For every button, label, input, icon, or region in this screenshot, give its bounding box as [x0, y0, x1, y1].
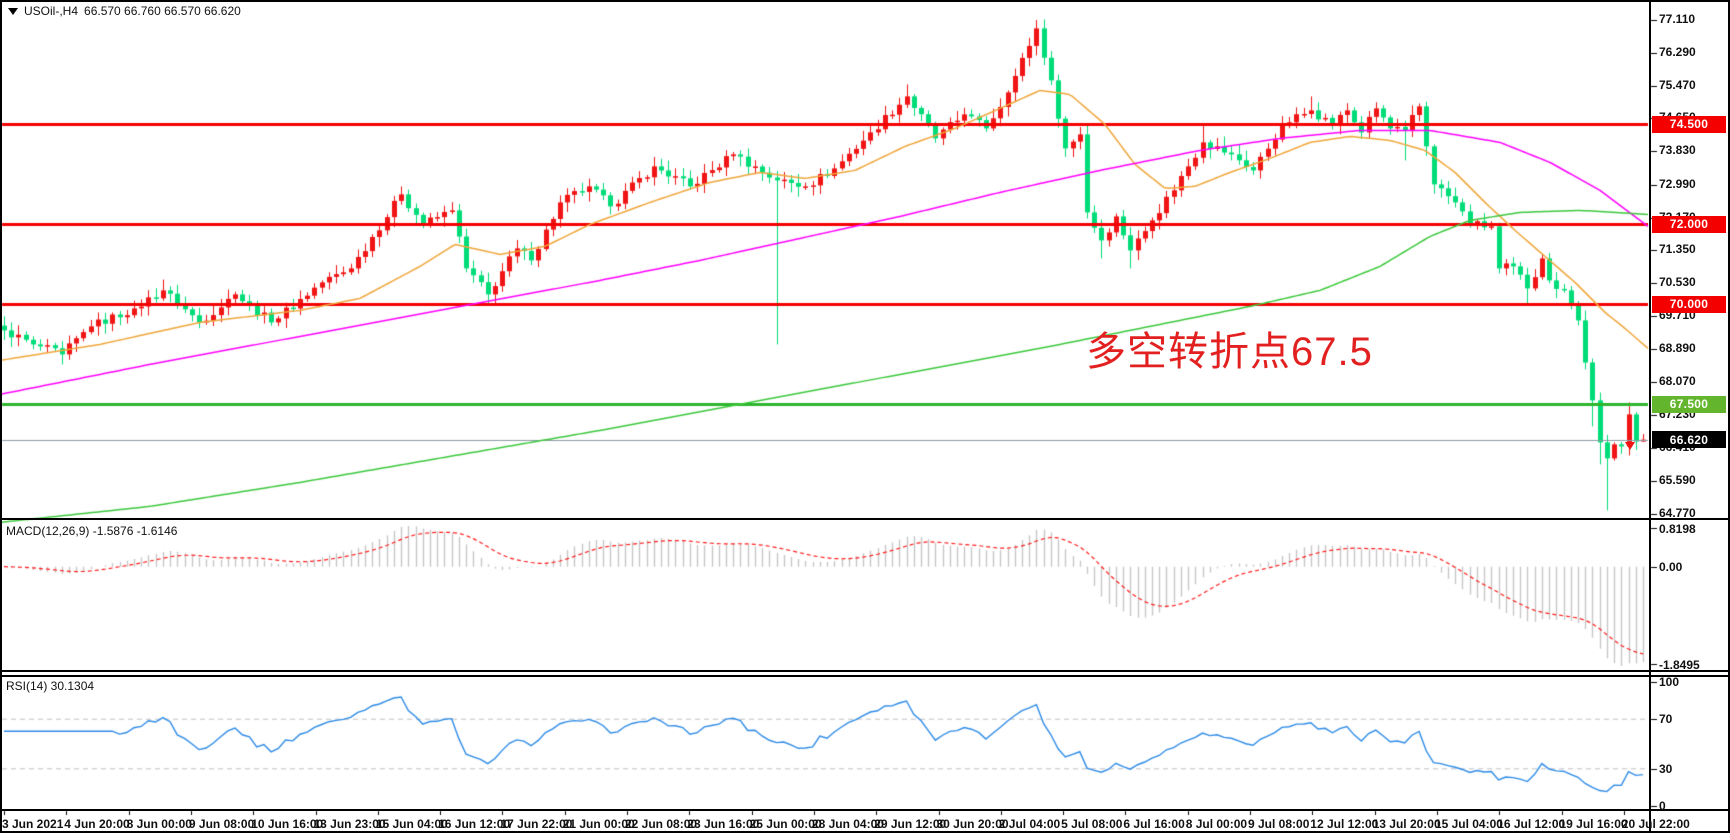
price-scale-tick: 68.070 — [1659, 373, 1696, 388]
window-border-right — [1728, 0, 1730, 833]
rsi-panel-separator-b[interactable] — [0, 675, 1730, 677]
time-axis-label: 30 Jun 20:00 — [936, 817, 1009, 831]
macd-scale-max: 0.8198 — [1659, 522, 1696, 536]
time-axis-label: 9 Jul 08:00 — [1248, 817, 1310, 831]
macd-panel-separator[interactable] — [0, 518, 1730, 520]
time-axis-label: 15 Jul 04:00 — [1434, 817, 1503, 831]
symbol-dropdown-icon[interactable] — [8, 7, 18, 15]
price-scale-tick: 68.890 — [1659, 340, 1696, 355]
time-axis-label: 16 Jun 12:00 — [438, 817, 511, 831]
rsi-indicator-label: RSI(14) 30.1304 — [6, 679, 95, 693]
level-price-chip: 72.000 — [1652, 215, 1726, 233]
time-axis-label: 15 Jun 04:00 — [375, 817, 448, 831]
level-price-chip: 74.500 — [1652, 115, 1726, 133]
rsi-scale-tick: 30 — [1659, 761, 1673, 776]
level-price-chip: 67.500 — [1652, 395, 1726, 413]
window-border-top — [0, 0, 1730, 2]
symbol-period-label: USOil-,H4 — [24, 4, 79, 18]
time-axis-label: 6 Jul 16:00 — [1123, 817, 1185, 831]
rsi-panel-separator-a[interactable] — [0, 670, 1730, 672]
time-axis-label: 8 Jun 00:00 — [126, 817, 192, 831]
time-axis-label: 29 Jun 12:00 — [874, 817, 947, 831]
macd-indicator-label: MACD(12,26,9) -1.5876 -1.6146 — [6, 524, 178, 538]
price-scale-tick: 72.990 — [1659, 176, 1696, 191]
price-scale-tick: 77.110 — [1659, 12, 1696, 26]
price-scale-tick: 70.530 — [1659, 275, 1696, 290]
last-price-arrow-icon — [1625, 441, 1635, 450]
time-axis-label: 13 Jun 23:00 — [313, 817, 386, 831]
time-axis-label: 20 Jul 22:00 — [1621, 817, 1690, 831]
time-axis-label: 28 Jun 04:00 — [811, 817, 884, 831]
price-scale-tick: 73.830 — [1659, 143, 1696, 158]
rsi-scale-tick: 0 — [1659, 799, 1666, 813]
time-axis-label: 22 Jun 08:00 — [625, 817, 698, 831]
time-axis-label: 17 Jun 22:00 — [500, 817, 573, 831]
macd-scale-min: -1.8495 — [1659, 658, 1700, 672]
time-axis-label: 16 Jul 12:00 — [1497, 817, 1566, 831]
time-axis-label: 25 Jun 00:00 — [749, 817, 822, 831]
rsi-scale-tick: 70 — [1659, 712, 1673, 727]
time-axis-separator — [0, 809, 1730, 811]
time-axis-label: 10 Jun 16:00 — [251, 817, 324, 831]
time-axis-label: 23 Jun 16:00 — [687, 817, 760, 831]
window-border-left — [0, 0, 2, 833]
ohlc-values: 66.570 66.760 66.570 66.620 — [84, 4, 241, 18]
time-axis-label: 21 Jun 00:00 — [562, 817, 635, 831]
time-axis-label: 9 Jun 08:00 — [188, 817, 255, 831]
price-scale-tick: 76.290 — [1659, 44, 1696, 59]
price-scale-tick: 75.470 — [1659, 77, 1696, 92]
level-price-chip: 70.000 — [1652, 295, 1726, 313]
scale-separator — [1649, 0, 1651, 831]
macd-scale-zero: 0.00 — [1659, 559, 1683, 574]
annotation-text[interactable]: 多空转折点67.5 — [1086, 330, 1373, 374]
rsi-scale-tick: 100 — [1659, 675, 1680, 689]
time-axis-label: 12 Jul 12:00 — [1310, 817, 1379, 831]
time-axis-label: 19 Jul 16:00 — [1559, 817, 1628, 831]
time-axis-label: 13 Jul 20:00 — [1372, 817, 1441, 831]
price-scale-tick: 65.590 — [1659, 472, 1696, 487]
time-axis-label: 5 Jul 08:00 — [1061, 817, 1123, 831]
time-axis-label: 3 Jun 2021 — [2, 817, 64, 831]
time-axis-label: 2 Jul 04:00 — [998, 817, 1061, 831]
window-border-bottom — [0, 831, 1730, 833]
time-axis-label: 4 Jun 20:00 — [64, 817, 130, 831]
price-scale-tick: 71.350 — [1659, 242, 1696, 257]
time-axis-label: 8 Jul 00:00 — [1185, 817, 1248, 831]
chart-title-row: USOil-,H4 66.570 66.760 66.570 66.620 — [8, 4, 241, 18]
price-scale-tick: 64.770 — [1659, 505, 1696, 520]
bid-price-chip: 66.620 — [1652, 431, 1726, 449]
